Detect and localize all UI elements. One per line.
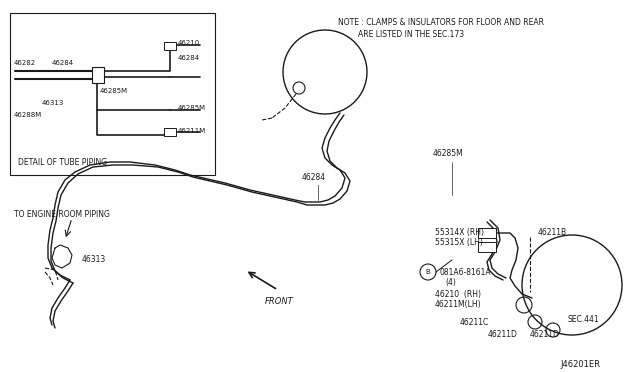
Text: 46284: 46284 (178, 55, 200, 61)
Text: 46211M(LH): 46211M(LH) (435, 300, 482, 309)
Bar (10, 13, 215, 175)
Text: 081A6-8161A: 081A6-8161A (440, 268, 492, 277)
Text: ARE LISTED IN THE SEC.173: ARE LISTED IN THE SEC.173 (358, 30, 464, 39)
Text: 55315X (LH): 55315X (LH) (435, 238, 483, 247)
Text: 46284: 46284 (52, 60, 74, 66)
Bar (478, 242, 496, 252)
Text: 46211C: 46211C (460, 318, 489, 327)
Text: SEC.441: SEC.441 (568, 315, 600, 324)
Text: J46201ER: J46201ER (560, 360, 600, 369)
Text: 46285M: 46285M (178, 105, 206, 111)
Text: (4): (4) (445, 278, 456, 287)
Text: 46313: 46313 (82, 255, 106, 264)
Bar (164, 42, 176, 50)
Text: NOTE : CLAMPS & INSULATORS FOR FLOOR AND REAR: NOTE : CLAMPS & INSULATORS FOR FLOOR AND… (338, 18, 544, 27)
Text: 46285M: 46285M (433, 149, 464, 158)
Bar (164, 128, 176, 136)
Text: 46288M: 46288M (14, 112, 42, 118)
Text: FRONT: FRONT (265, 297, 294, 306)
Text: DETAIL OF TUBE PIPING: DETAIL OF TUBE PIPING (18, 158, 107, 167)
Text: 55314X (RH): 55314X (RH) (435, 228, 484, 237)
Bar (92, 67, 104, 83)
Text: 46284: 46284 (302, 173, 326, 182)
Text: 46285M: 46285M (100, 88, 128, 94)
Text: 46211D: 46211D (488, 330, 518, 339)
Text: 46211M: 46211M (178, 128, 206, 134)
Text: 46211D: 46211D (530, 330, 560, 339)
Bar (478, 228, 496, 238)
Text: 46282: 46282 (14, 60, 36, 66)
Text: 46211B: 46211B (538, 228, 567, 237)
Text: TO ENGINE ROOM PIPING: TO ENGINE ROOM PIPING (14, 210, 110, 219)
Text: 46313: 46313 (42, 100, 65, 106)
Text: 46210  (RH): 46210 (RH) (435, 290, 481, 299)
Text: B: B (426, 269, 430, 275)
Text: 46210: 46210 (178, 40, 200, 46)
